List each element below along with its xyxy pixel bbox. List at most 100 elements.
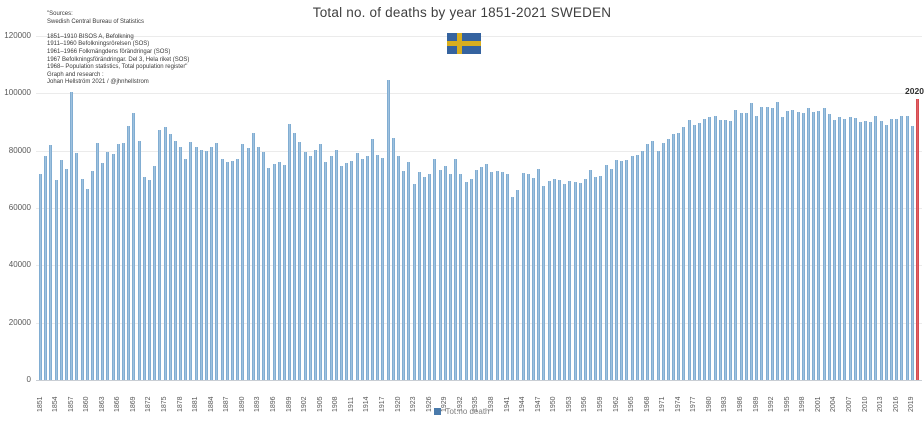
bar-1861	[90, 171, 94, 380]
bar-1921	[402, 170, 406, 380]
bar-1927	[433, 158, 437, 380]
source-line: Swedish Central Bureau of Statistics	[47, 18, 145, 25]
bar-2002	[822, 107, 826, 380]
bar-1876	[168, 133, 172, 380]
bar-1967	[640, 151, 644, 380]
bar-1903	[308, 155, 312, 380]
bar-1859	[80, 179, 84, 380]
bar-1978	[698, 122, 702, 380]
bar-1989	[755, 115, 759, 380]
legend-swatch-icon	[434, 408, 442, 415]
bar-2017	[900, 116, 904, 380]
bar-1981	[713, 116, 717, 380]
bar-1863	[101, 162, 105, 380]
bar-1905	[319, 144, 323, 380]
bar-1874	[158, 130, 162, 380]
bar-1879	[184, 159, 188, 380]
bar-1911	[350, 160, 354, 380]
source-line: "Sources:	[47, 11, 73, 17]
y-axis-label-0: 0	[26, 375, 31, 384]
bar-2000	[812, 112, 816, 380]
bar-1987	[744, 112, 748, 380]
x-axis-line	[36, 380, 922, 381]
bar-1923	[412, 184, 416, 380]
bar-1996	[791, 110, 795, 380]
bar-1900	[293, 133, 297, 380]
bar-1913	[360, 159, 364, 380]
bar-1958	[594, 177, 598, 380]
source-line: Graph and research :	[47, 71, 104, 78]
bar-1898	[282, 165, 286, 380]
bar-2004	[832, 120, 836, 380]
bar-2020	[916, 98, 919, 380]
bar-1869	[132, 112, 136, 380]
source-line: Johan Hellström 2021 / @jhnhellstrom	[47, 79, 149, 86]
source-line: 1911–1960 Befolkningsrörelsen (SOS)	[47, 41, 150, 48]
bar-1866	[116, 143, 120, 380]
bar-1953	[568, 180, 572, 380]
bar-2009	[858, 121, 862, 380]
gridline-60000	[36, 208, 922, 209]
bar-1939	[495, 171, 499, 380]
bar-2005	[838, 117, 842, 380]
bar-1872	[147, 180, 151, 380]
bar-1964	[625, 160, 629, 380]
bar-1943	[516, 190, 520, 380]
bar-1934	[469, 179, 473, 380]
bar-1920	[397, 156, 401, 380]
bar-1906	[324, 162, 328, 380]
bar-1855	[59, 159, 63, 380]
bar-1880	[189, 141, 193, 380]
bar-1928	[438, 169, 442, 380]
bar-1990	[760, 107, 764, 380]
bar-1993	[775, 101, 779, 380]
bar-2008	[853, 117, 857, 380]
bar-1935	[474, 169, 478, 380]
bar-2001	[817, 111, 821, 380]
bar-1945	[526, 173, 530, 380]
bar-1979	[703, 118, 707, 380]
bar-1982	[718, 120, 722, 380]
bar-1944	[521, 172, 525, 380]
bar-1965	[630, 155, 634, 380]
bar-1865	[111, 153, 115, 380]
bar-1893	[256, 146, 260, 380]
bar-1909	[339, 166, 343, 380]
bar-1942	[511, 197, 515, 380]
bar-1933	[464, 181, 468, 380]
bar-1938	[490, 171, 494, 380]
bar-1883	[205, 150, 209, 380]
bar-1977	[692, 125, 696, 380]
chart-legend: Tot.no death	[0, 407, 924, 416]
bar-1878	[179, 147, 183, 380]
bar-1948	[542, 185, 546, 380]
bar-1954	[573, 182, 577, 380]
bar-1952	[563, 184, 567, 380]
bar-1854	[54, 180, 58, 380]
bar-1961	[609, 169, 613, 380]
source-line: 1851–1910 BISOS A, Befolkning	[47, 33, 134, 40]
gridline-100000	[36, 93, 922, 95]
source-line: 1961–1966 Folkmängdens förändringar (SOS…	[47, 48, 171, 55]
bar-1918	[386, 80, 390, 380]
bar-1995	[786, 110, 790, 380]
bar-1992	[770, 108, 774, 380]
bar-1868	[127, 126, 131, 380]
bar-1926	[428, 173, 432, 380]
bar-2019	[910, 125, 914, 380]
bar-1886	[220, 158, 224, 380]
bar-1922	[407, 161, 411, 380]
bar-2010	[864, 120, 868, 380]
bar-1972	[666, 139, 670, 380]
bar-1891	[246, 147, 250, 380]
bar-1889	[236, 159, 240, 380]
bar-1988	[749, 102, 753, 380]
bar-1860	[85, 188, 89, 380]
bar-1882	[199, 149, 203, 380]
bar-2006	[843, 118, 847, 380]
bar-1914	[365, 155, 369, 380]
bar-1973	[672, 134, 676, 380]
sweden-flag-icon	[447, 33, 481, 54]
flag-vertical-stripe	[457, 33, 462, 54]
